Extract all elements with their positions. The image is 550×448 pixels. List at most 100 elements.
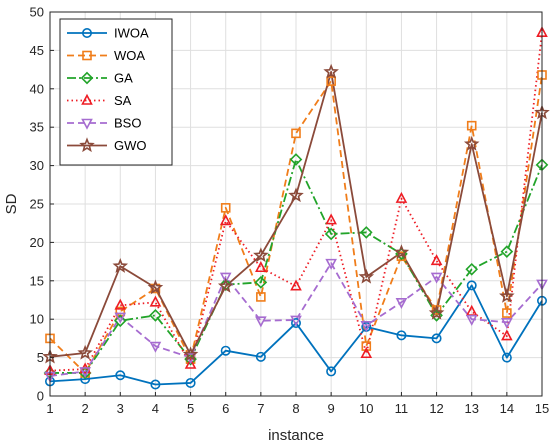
series-line-woa [49, 74, 543, 374]
legend-label-sa: SA [114, 93, 132, 108]
series-lines [49, 32, 543, 386]
data-point-gwo [112, 258, 129, 273]
y-tick-label: 35 [30, 120, 44, 135]
legend-marker-iwoa [82, 27, 93, 38]
data-point-sa [149, 295, 162, 307]
legend-marker-bso [81, 118, 93, 130]
data-point-iwoa [290, 318, 301, 329]
data-point-gwo [323, 63, 339, 79]
data-point-sa [114, 298, 127, 310]
data-point-bso [114, 312, 127, 324]
data-point-gwo [253, 247, 269, 263]
data-point-iwoa [115, 370, 126, 381]
y-tick-label: 45 [30, 43, 44, 58]
data-point-sa [395, 191, 408, 203]
data-point-ga [465, 262, 479, 276]
x-tick-label: 12 [429, 401, 443, 416]
data-point-sa [430, 254, 443, 266]
data-point-iwoa [501, 352, 512, 363]
x-axis-ticks: 1 2 3 4 5 6 7 8 9 10 11 12 13 14 15 [46, 392, 549, 416]
data-point-woa [220, 203, 231, 213]
x-tick-label: 6 [222, 401, 229, 416]
data-point-ga [149, 309, 162, 322]
legend-marker-woa [82, 50, 92, 61]
data-point-bso [255, 316, 267, 328]
data-point-gwo [77, 344, 93, 360]
data-point-bso [149, 341, 162, 353]
data-point-ga [113, 314, 127, 328]
series-line-bso [49, 262, 543, 377]
y-tick-label: 0 [37, 389, 44, 404]
data-point-iwoa [431, 333, 442, 344]
y-tick-label: 15 [30, 273, 44, 288]
data-point-woa [150, 283, 161, 294]
y-axis-title: SD [3, 193, 20, 214]
x-tick-label: 13 [464, 401, 478, 416]
x-tick-label: 15 [535, 401, 549, 416]
data-point-iwoa [185, 377, 196, 388]
series-line-sa [49, 32, 543, 372]
legend-label-gwo: GWO [114, 138, 147, 153]
x-tick-label: 4 [152, 401, 159, 416]
data-point-iwoa [220, 345, 231, 356]
y-tick-label: 5 [37, 350, 44, 365]
x-tick-label: 5 [187, 401, 194, 416]
x-tick-label: 10 [359, 401, 373, 416]
x-tick-label: 9 [328, 401, 335, 416]
data-point-bso [79, 367, 91, 379]
data-point-gwo [499, 287, 515, 303]
data-point-bso [430, 272, 443, 284]
series-line-gwo [49, 71, 543, 358]
data-point-gwo [393, 244, 410, 260]
x-tick-label: 7 [257, 401, 264, 416]
y-tick-label: 40 [30, 81, 44, 96]
data-point-bso [501, 317, 513, 329]
data-point-gwo [463, 135, 480, 151]
x-tick-label: 14 [500, 401, 514, 416]
data-point-bso [465, 314, 478, 326]
data-point-sa [290, 279, 302, 291]
data-point-ga [500, 245, 514, 258]
data-point-gwo [358, 268, 375, 284]
data-point-ga [324, 227, 338, 241]
data-point-iwoa [150, 379, 161, 390]
series-line-iwoa [49, 284, 543, 386]
x-tick-label: 3 [117, 401, 124, 416]
data-point-bso [325, 258, 337, 270]
data-point-sa [184, 357, 197, 369]
data-point-ga [254, 276, 268, 289]
data-point-gwo [288, 187, 304, 203]
x-tick-label: 2 [82, 401, 89, 416]
data-point-iwoa [466, 280, 477, 291]
data-point-sa [255, 261, 267, 273]
x-tick-label: 1 [46, 401, 53, 416]
data-point-bso [219, 272, 232, 284]
data-point-woa [466, 120, 477, 131]
data-point-iwoa [255, 351, 266, 362]
data-point-sa [219, 214, 232, 226]
data-point-gwo [217, 277, 234, 293]
legend-label-ga: GA [114, 71, 133, 86]
data-point-bso [360, 321, 373, 333]
y-axis-ticks: 0 5 10 15 20 25 30 35 40 45 50 [30, 5, 54, 404]
legend: IWOA WOA GA SA BSO GWO [59, 18, 173, 166]
y-tick-label: 50 [30, 5, 44, 20]
data-point-woa [256, 292, 266, 302]
legend-marker-sa [81, 93, 93, 105]
y-tick-label: 25 [30, 197, 44, 212]
legend-box [59, 18, 173, 166]
legend-label-iwoa: IWOA [114, 26, 149, 41]
data-point-bso [290, 315, 302, 327]
data-point-sa [360, 347, 373, 359]
legend-marker-gwo [79, 137, 95, 153]
y-tick-label: 10 [30, 312, 44, 327]
data-point-sa [501, 329, 513, 341]
legend-label-woa: WOA [114, 48, 145, 63]
data-point-gwo [182, 346, 199, 362]
legend-marker-ga [80, 71, 94, 85]
data-point-sa [325, 213, 337, 225]
data-point-woa [291, 128, 301, 139]
data-point-bso [395, 298, 408, 310]
x-axis-title: instance [268, 427, 324, 444]
